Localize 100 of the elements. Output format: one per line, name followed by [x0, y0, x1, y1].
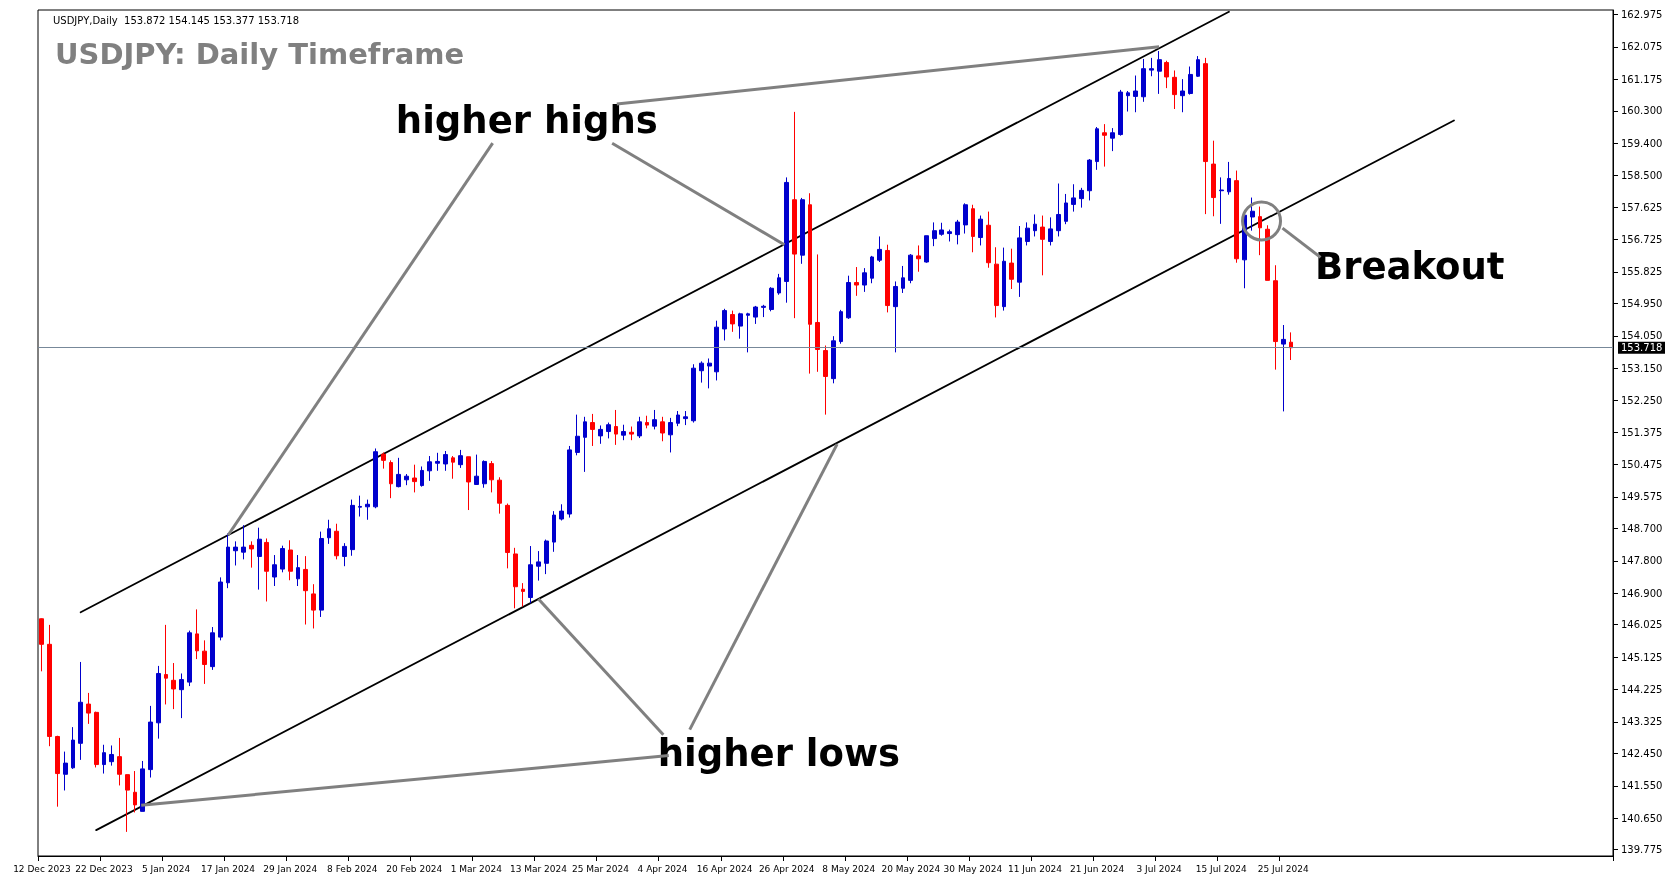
- y-tick-label: 145.125: [1621, 651, 1663, 663]
- candlestick: [210, 626, 215, 671]
- candlestick: [714, 320, 719, 381]
- candlestick: [629, 426, 634, 441]
- candlestick: [365, 499, 370, 521]
- candlestick: [924, 235, 929, 264]
- y-tick-label: 158.500: [1621, 170, 1663, 182]
- y-tick-label: 146.900: [1621, 587, 1663, 599]
- candlestick: [753, 305, 758, 325]
- candlestick: [1196, 55, 1200, 78]
- candlestick: [358, 495, 362, 518]
- candlestick: [482, 459, 487, 489]
- candlestick: [489, 460, 494, 493]
- candlestick: [241, 524, 246, 560]
- candlestick: [939, 222, 944, 237]
- candlestick: [901, 265, 905, 294]
- candlestick: [978, 215, 983, 246]
- candlestick: [373, 447, 378, 509]
- candlestick: [389, 459, 393, 499]
- x-tick-label: 22 Dec 2023: [75, 863, 133, 874]
- candlestick: [637, 416, 642, 439]
- y-tick-label: 146.025: [1621, 619, 1663, 631]
- candlestick: [156, 665, 161, 740]
- candlestick: [722, 308, 727, 341]
- candlestick: [1203, 57, 1208, 215]
- y-tick-label: 162.975: [1621, 9, 1663, 20]
- candlestick: [963, 202, 968, 235]
- candlestick: [823, 345, 828, 416]
- candlestick: [334, 523, 339, 560]
- candlestick: [86, 692, 91, 725]
- candlestick: [303, 555, 308, 626]
- candlestick: [668, 417, 673, 453]
- text: USDJPY: Daily Timeframe: [55, 36, 465, 71]
- candlestick: [451, 455, 455, 480]
- y-tick-label: 151.375: [1621, 426, 1663, 438]
- x-tick-label: 15 Jul 2024: [1195, 863, 1247, 874]
- candlestick: [893, 280, 898, 353]
- candlestick: [707, 357, 712, 389]
- candlestick: [761, 304, 766, 318]
- candlestick: [1040, 215, 1045, 276]
- candlestick: [1087, 158, 1092, 201]
- candlestick: [598, 424, 603, 445]
- x-tick-label: 11 Jun 2024: [1007, 863, 1063, 874]
- candlestick: [1188, 66, 1193, 96]
- x-tick-label: 16 Apr 2024: [696, 863, 753, 874]
- candlestick: [1009, 248, 1014, 290]
- y-tick-label: 142.450: [1621, 747, 1663, 759]
- candlestick: [1126, 90, 1130, 113]
- y-tick-label: 140.650: [1621, 812, 1663, 824]
- candlestick: [590, 413, 595, 447]
- candlestick: [784, 176, 789, 304]
- candlestick: [497, 476, 502, 515]
- x-tick-label: 12 Dec 2023: [13, 863, 71, 874]
- candlestick: [870, 255, 874, 284]
- candlestick: [280, 545, 285, 573]
- candlestick: [125, 774, 130, 833]
- y-tick-label: 148.700: [1621, 522, 1663, 534]
- candlestick: [1234, 170, 1239, 264]
- y-tick-label: 160.300: [1621, 105, 1663, 117]
- candlestick: [800, 197, 805, 265]
- candlestick: [559, 503, 564, 521]
- candlestick: [660, 416, 665, 442]
- chart-subtitle: USDJPY,Daily 153.872 154.145 153.377 153.718: [53, 14, 300, 26]
- annotation: Breakout: [1314, 245, 1505, 289]
- candlestick: [1164, 60, 1169, 89]
- annotation: higher highs: [395, 98, 658, 142]
- x-tick-label: 5 Jan 2024: [141, 863, 191, 874]
- candlestick: [1250, 197, 1255, 232]
- y-tick-label: 143.325: [1621, 716, 1663, 728]
- candlestick: [544, 539, 549, 575]
- candlestick: [676, 410, 680, 427]
- candlestick: [986, 211, 991, 269]
- candlestick: [1219, 176, 1224, 225]
- candlestick: [202, 639, 207, 685]
- candlestick: [187, 630, 192, 687]
- candlestick: [109, 744, 114, 767]
- candlestick: [1102, 123, 1107, 168]
- candlestick: [404, 473, 409, 486]
- candlestick: [435, 452, 440, 472]
- candlestick: [327, 519, 331, 545]
- candlestick: [218, 576, 223, 641]
- candlestick: [296, 554, 300, 587]
- candlestick: [1265, 224, 1270, 281]
- x-tick-label: 30 May 2024: [943, 863, 1003, 874]
- x-tick-label: 20 May 2024: [881, 863, 941, 874]
- candlestick: [288, 539, 293, 581]
- x-tick-label: 29 Jan 2024: [263, 863, 318, 874]
- y-tick-label: 153.150: [1621, 362, 1663, 374]
- candlestick: [1071, 183, 1076, 213]
- candlestick: [994, 246, 999, 318]
- candlestick: [420, 465, 424, 488]
- candlestick: [839, 309, 843, 345]
- candlestick: [272, 554, 277, 587]
- candlestick: [808, 192, 812, 375]
- candlestick: [257, 527, 262, 591]
- x-tick-label: 4 Apr 2024: [637, 863, 688, 874]
- candlestick: [621, 424, 626, 441]
- candlestick: [55, 735, 60, 808]
- candlestick: [396, 457, 401, 488]
- candlestick: [47, 624, 52, 747]
